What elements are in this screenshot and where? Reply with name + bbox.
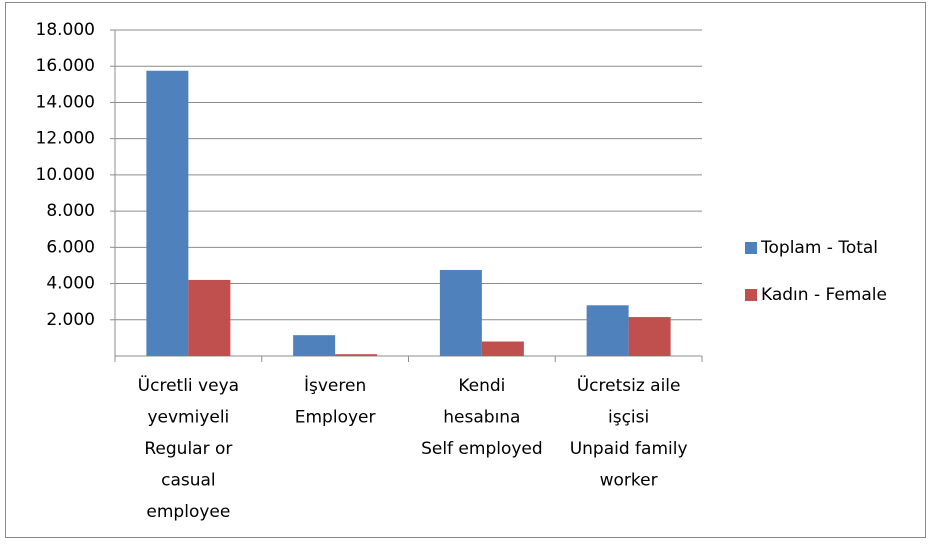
x-tick-label: hesabına xyxy=(443,408,520,428)
bar xyxy=(586,305,629,356)
y-tick-label: 12.000 xyxy=(36,129,95,149)
x-tick-label: İşveren xyxy=(304,375,366,396)
bar xyxy=(188,279,231,356)
x-tick-label: Ücretli veya xyxy=(138,374,239,396)
bar xyxy=(146,70,189,356)
bar xyxy=(439,269,482,356)
x-tick-label: Unpaid family xyxy=(570,439,688,459)
y-tick-label: 2.000 xyxy=(46,310,95,330)
y-tick-label: 16.000 xyxy=(36,56,95,76)
x-tick-label: Ücretsiz aile xyxy=(577,374,681,396)
x-tick-label: Self employed xyxy=(421,439,543,459)
legend-swatch xyxy=(745,242,757,254)
y-tick-label: 18.000 xyxy=(36,20,95,40)
bar xyxy=(335,354,378,356)
x-tick-label: yevmiyeli xyxy=(147,408,229,428)
x-tick-label: employee xyxy=(146,502,230,522)
x-tick-label: Employer xyxy=(295,408,376,428)
bar xyxy=(293,335,336,356)
y-tick-label: 4.000 xyxy=(46,274,95,294)
bar xyxy=(628,317,671,356)
x-tick-label: worker xyxy=(600,471,658,491)
y-tick-label: 6.000 xyxy=(46,237,95,257)
legend-label: Kadın - Female xyxy=(761,285,887,305)
x-tick-label: işçisi xyxy=(608,408,649,428)
x-tick-label: Kendi xyxy=(458,376,505,396)
bar xyxy=(481,341,524,356)
y-tick-label: 10.000 xyxy=(36,165,95,185)
x-tick-label: Regular or xyxy=(144,439,232,459)
y-tick-label: 8.000 xyxy=(46,201,95,221)
x-tick-label: casual xyxy=(161,471,216,491)
legend-label: Toplam - Total xyxy=(760,238,878,258)
y-tick-label: 14.000 xyxy=(36,92,95,112)
legend-swatch xyxy=(745,289,757,301)
